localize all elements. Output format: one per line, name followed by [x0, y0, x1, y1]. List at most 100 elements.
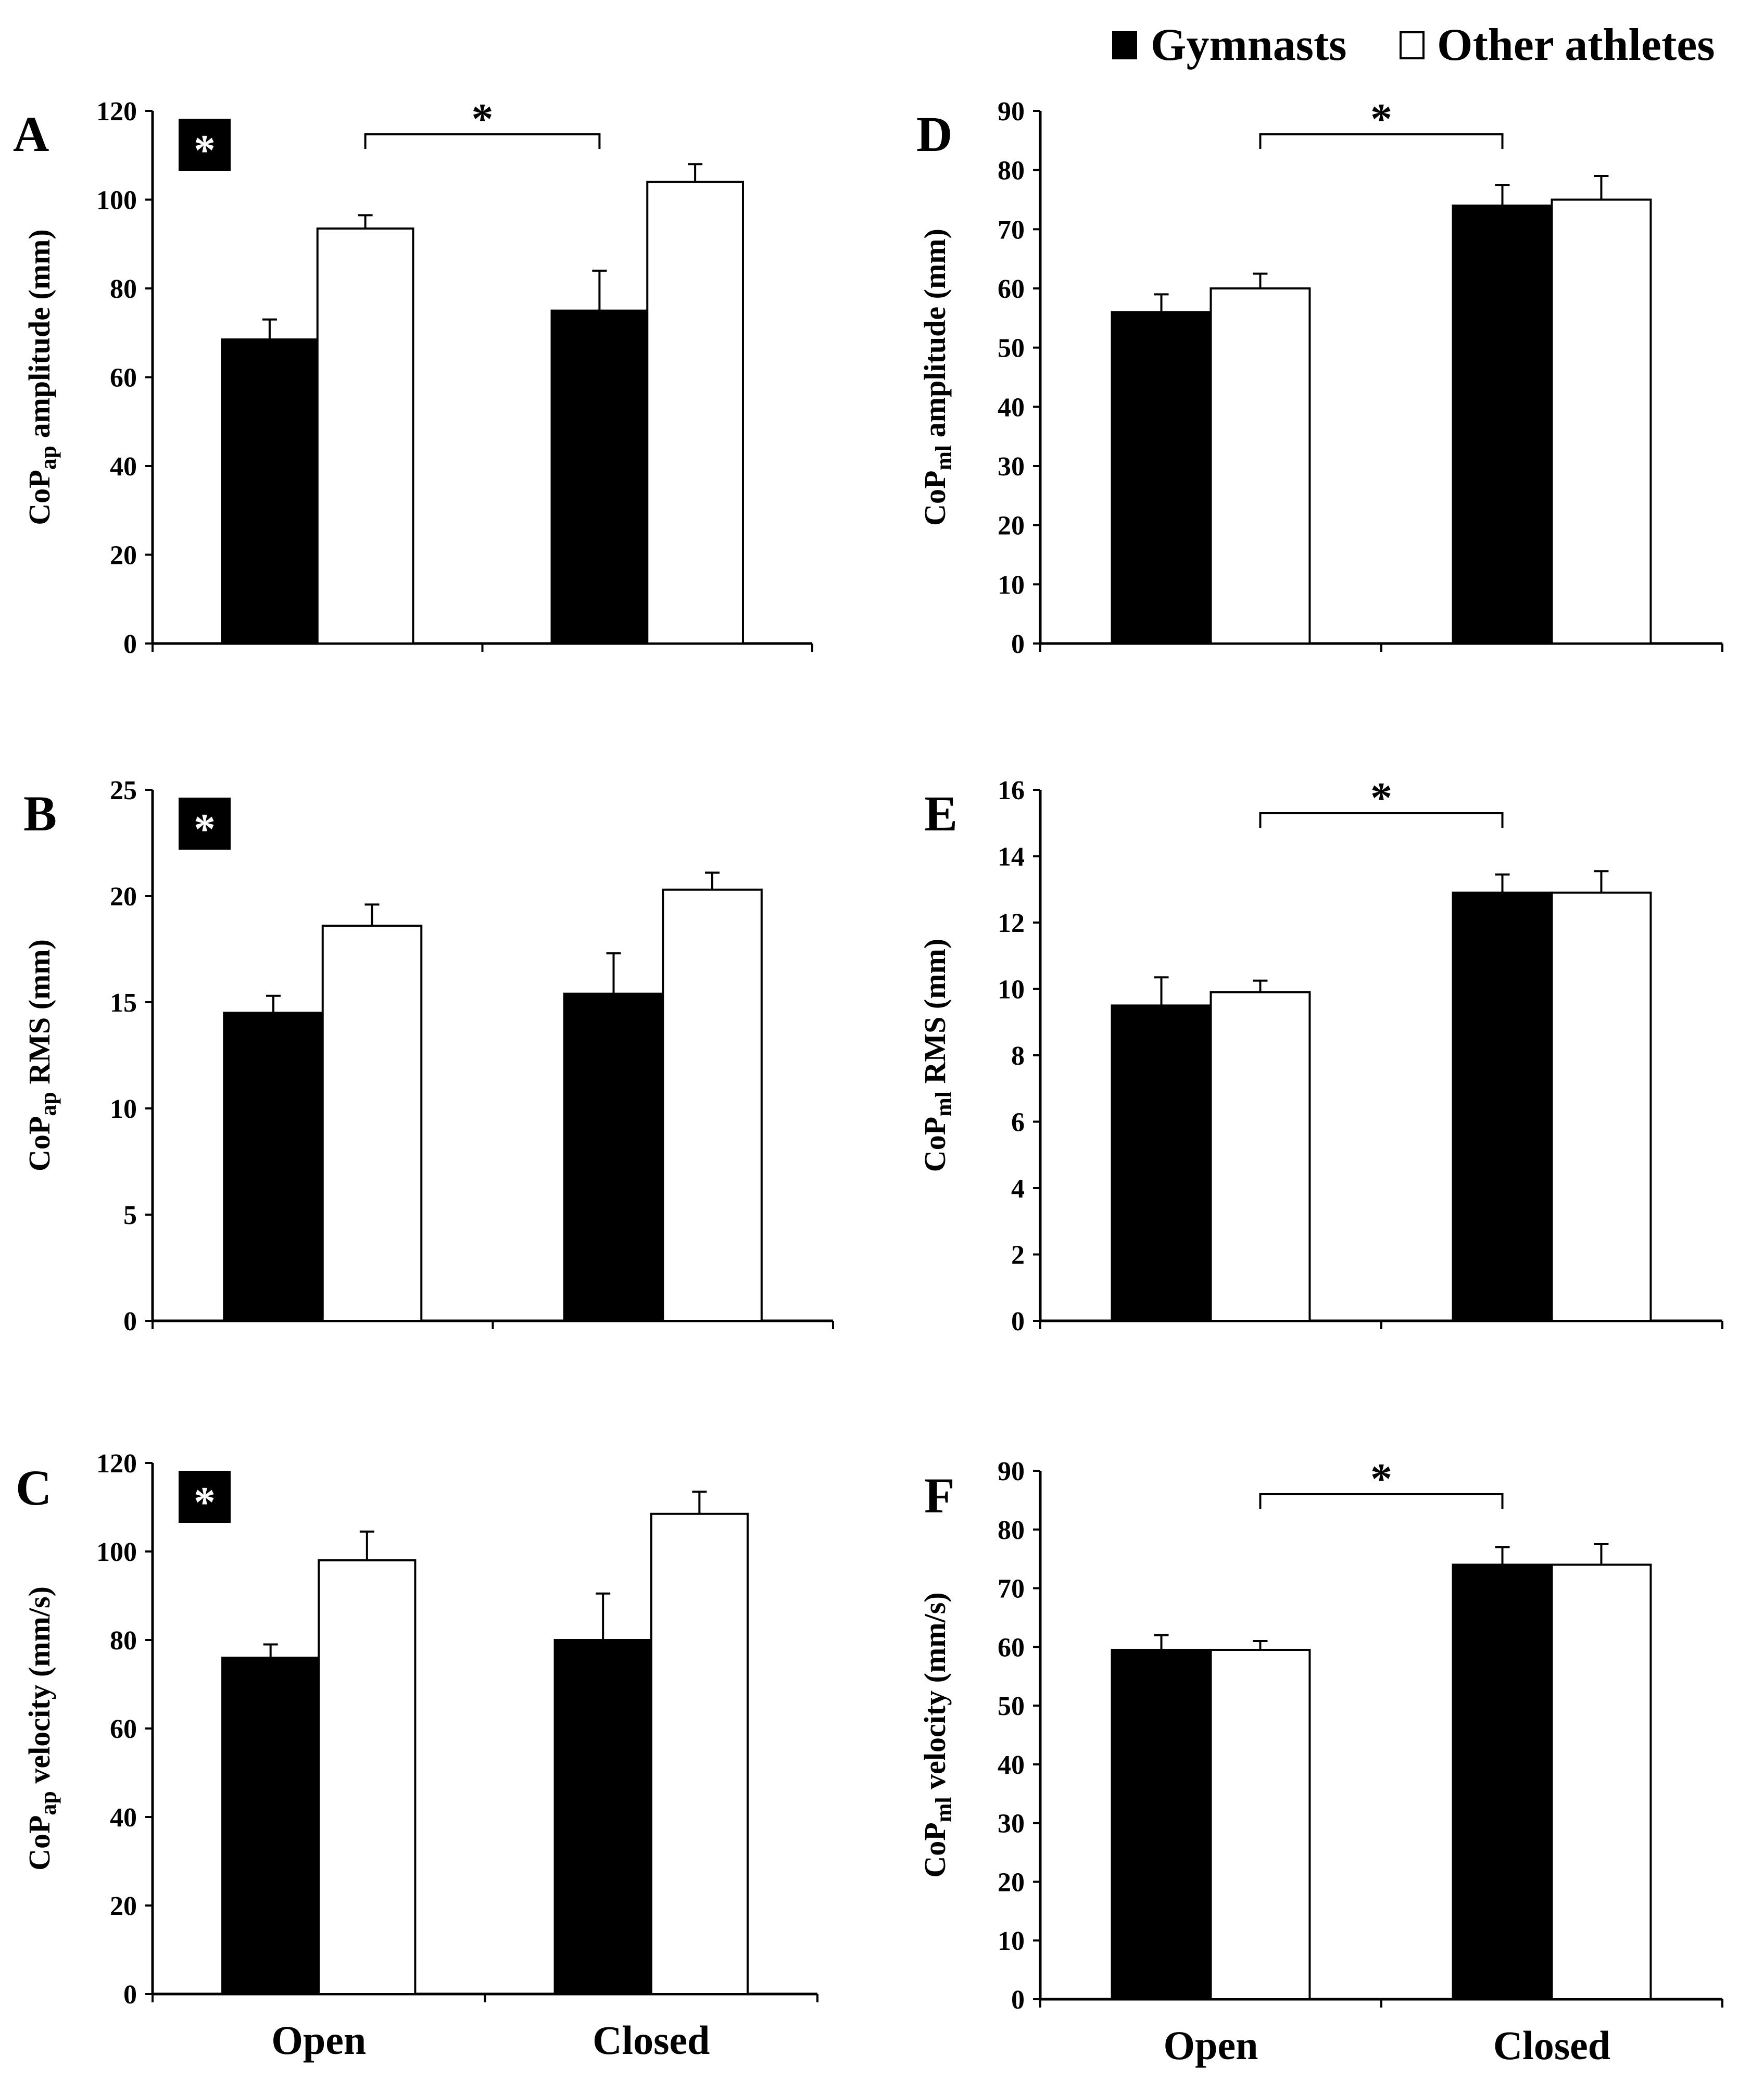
y-tick-label-b-25: 25 [110, 776, 137, 805]
bar-b-open-gymnasts [223, 1012, 324, 1322]
group-effect-star-a: * [194, 126, 216, 174]
y-axis-label-e: CoPml RMS (mm) [918, 939, 956, 1172]
panel-a: A 0 20 40 60 80 100 120 CoPap amplitude (mm) * * [13, 95, 813, 659]
y-axis-label-main-e: CoP [918, 1117, 952, 1172]
y-tick-label-e-12: 12 [998, 908, 1025, 938]
bar-f-closed-gymnasts [1452, 1563, 1553, 2000]
bar-a-closed-gymnasts [550, 309, 649, 645]
bar-a-closed-other-athletes [646, 181, 744, 645]
y-axis-label-main-d: CoP [918, 471, 952, 526]
x-category-label-c-closed: Closed [593, 2017, 710, 2063]
y-axis-label-rest-c: velocity (mm/s) [22, 1586, 56, 1791]
y-axis-label-rest-b: RMS (mm) [22, 939, 56, 1092]
panel-letter-c: C [16, 1460, 52, 1516]
bar-e-open-gymnasts [1111, 1004, 1212, 1322]
bar-b-closed-other-athletes [662, 888, 763, 1322]
x-category-label-c-open: Open [271, 2017, 366, 2063]
y-tick-label-c-20: 20 [110, 1891, 137, 1921]
bar-e-closed-gymnasts [1452, 891, 1553, 1322]
y-axis-label-sub-f: ml [931, 1797, 956, 1822]
y-tick-label-c-100: 100 [96, 1537, 137, 1567]
y-tick-label-a-40: 40 [110, 452, 137, 482]
y-tick-label-d-40: 40 [998, 393, 1025, 422]
y-axis-label-sub-d: ml [931, 445, 956, 471]
bar-c-open-other-athletes [318, 1559, 417, 1995]
y-axis-label-f: CoPml velocity (mm/s) [918, 1592, 956, 1877]
bar-a-open-other-athletes [316, 227, 414, 645]
panel-letter-d: D [916, 106, 952, 162]
y-tick-label-b-10: 10 [110, 1094, 137, 1124]
y-tick-label-a-60: 60 [110, 363, 137, 393]
panel-f: F 0 10 20 30 40 50 60 70 80 90 CoPml velocity (mm/s… [918, 1455, 1723, 2068]
bar-d-open-gymnasts [1111, 311, 1212, 645]
y-axis-label-sub-c: ap [35, 1791, 61, 1815]
y-tick-label-b-20: 20 [110, 882, 137, 912]
y-tick-label-f-20: 20 [998, 1868, 1025, 1897]
bar-a-open-gymnasts [221, 338, 319, 645]
y-tick-label-e-14: 14 [998, 842, 1025, 872]
y-tick-label-e-10: 10 [998, 975, 1025, 1005]
group-effect-star-b: * [194, 805, 216, 853]
group-effect-badge-c [179, 1471, 231, 1523]
panel-e: E 0 2 4 6 8 10 12 14 16 CoPml RMS (mm) * [918, 774, 1723, 1336]
y-axis-label-c: CoPap velocity (mm/s) [22, 1586, 61, 1871]
significance-star-d: * [1370, 95, 1392, 143]
panel-letter-a: A [13, 106, 49, 162]
group-effect-star-c: * [194, 1478, 216, 1526]
y-axis-label-sub-b: ap [35, 1092, 61, 1116]
y-tick-label-e-6: 6 [1011, 1108, 1025, 1138]
y-tick-label-d-30: 30 [998, 452, 1025, 482]
bar-f-open-gymnasts [1111, 1648, 1212, 2000]
y-tick-label-d-10: 10 [998, 570, 1025, 600]
y-axis-label-sub-a: ap [35, 446, 61, 470]
y-tick-label-f-0: 0 [1011, 1985, 1025, 2015]
group-effect-badge-b [179, 798, 231, 850]
y-tick-label-e-2: 2 [1011, 1241, 1025, 1270]
y-tick-label-a-120: 120 [96, 97, 137, 127]
y-tick-label-f-80: 80 [998, 1516, 1025, 1545]
y-axis-label-rest-a: amplitude (mm) [22, 229, 56, 446]
y-tick-label-d-0: 0 [1011, 629, 1025, 659]
significance-star-e: * [1370, 774, 1392, 822]
y-tick-label-d-80: 80 [998, 156, 1025, 186]
y-tick-label-a-80: 80 [110, 274, 137, 304]
panel-letter-b: B [23, 786, 57, 841]
x-category-label-f-closed: Closed [1493, 2023, 1610, 2068]
significance-star-f: * [1370, 1455, 1392, 1503]
y-tick-label-f-50: 50 [998, 1692, 1025, 1721]
panel-c: C 0 20 40 60 80 100 120 CoPap velocity (mm/s) Ope… [16, 1449, 818, 2063]
legend: Gymnasts Other athletes [1112, 20, 1715, 70]
y-tick-label-b-0: 0 [123, 1307, 137, 1336]
y-tick-label-d-70: 70 [998, 215, 1025, 245]
y-tick-label-b-5: 5 [123, 1201, 137, 1230]
legend-swatch-other-athletes [1400, 31, 1425, 59]
y-tick-label-e-16: 16 [998, 776, 1025, 805]
y-axis-label-b: CoPap RMS (mm) [22, 939, 61, 1171]
y-axis-label-rest-d: amplitude (mm) [918, 229, 952, 445]
bar-f-closed-other-athletes [1551, 1563, 1652, 2000]
y-tick-label-e-8: 8 [1011, 1041, 1025, 1071]
y-tick-label-d-60: 60 [998, 274, 1025, 304]
y-tick-label-f-70: 70 [998, 1574, 1025, 1604]
y-tick-label-d-20: 20 [998, 511, 1025, 541]
y-tick-label-c-0: 0 [123, 1980, 137, 2010]
y-tick-label-e-0: 0 [1011, 1307, 1025, 1336]
y-tick-label-d-90: 90 [998, 97, 1025, 127]
legend-label-gymnasts: Gymnasts [1151, 20, 1347, 70]
y-axis-label-d: CoPml amplitude (mm) [918, 229, 956, 526]
y-tick-label-b-15: 15 [110, 988, 137, 1018]
y-tick-label-a-100: 100 [96, 186, 137, 216]
y-tick-label-f-90: 90 [998, 1457, 1025, 1486]
significance-star-a: * [472, 95, 494, 143]
y-axis-label-rest-f: velocity (mm/s) [918, 1592, 952, 1797]
panel-d: D 0 10 20 30 40 50 60 70 80 90 CoPml amplitude (mm)… [916, 95, 1723, 659]
bar-b-closed-gymnasts [563, 992, 664, 1322]
y-tick-label-f-10: 10 [998, 1926, 1025, 1956]
y-axis-label-main-b: CoP [22, 1116, 56, 1171]
bar-e-closed-other-athletes [1551, 891, 1652, 1322]
y-tick-label-c-120: 120 [96, 1449, 137, 1479]
panel-b: B 0 5 10 15 20 25 CoPap RMS (mm) * [22, 776, 834, 1336]
panel-letter-f: F [924, 1468, 955, 1523]
